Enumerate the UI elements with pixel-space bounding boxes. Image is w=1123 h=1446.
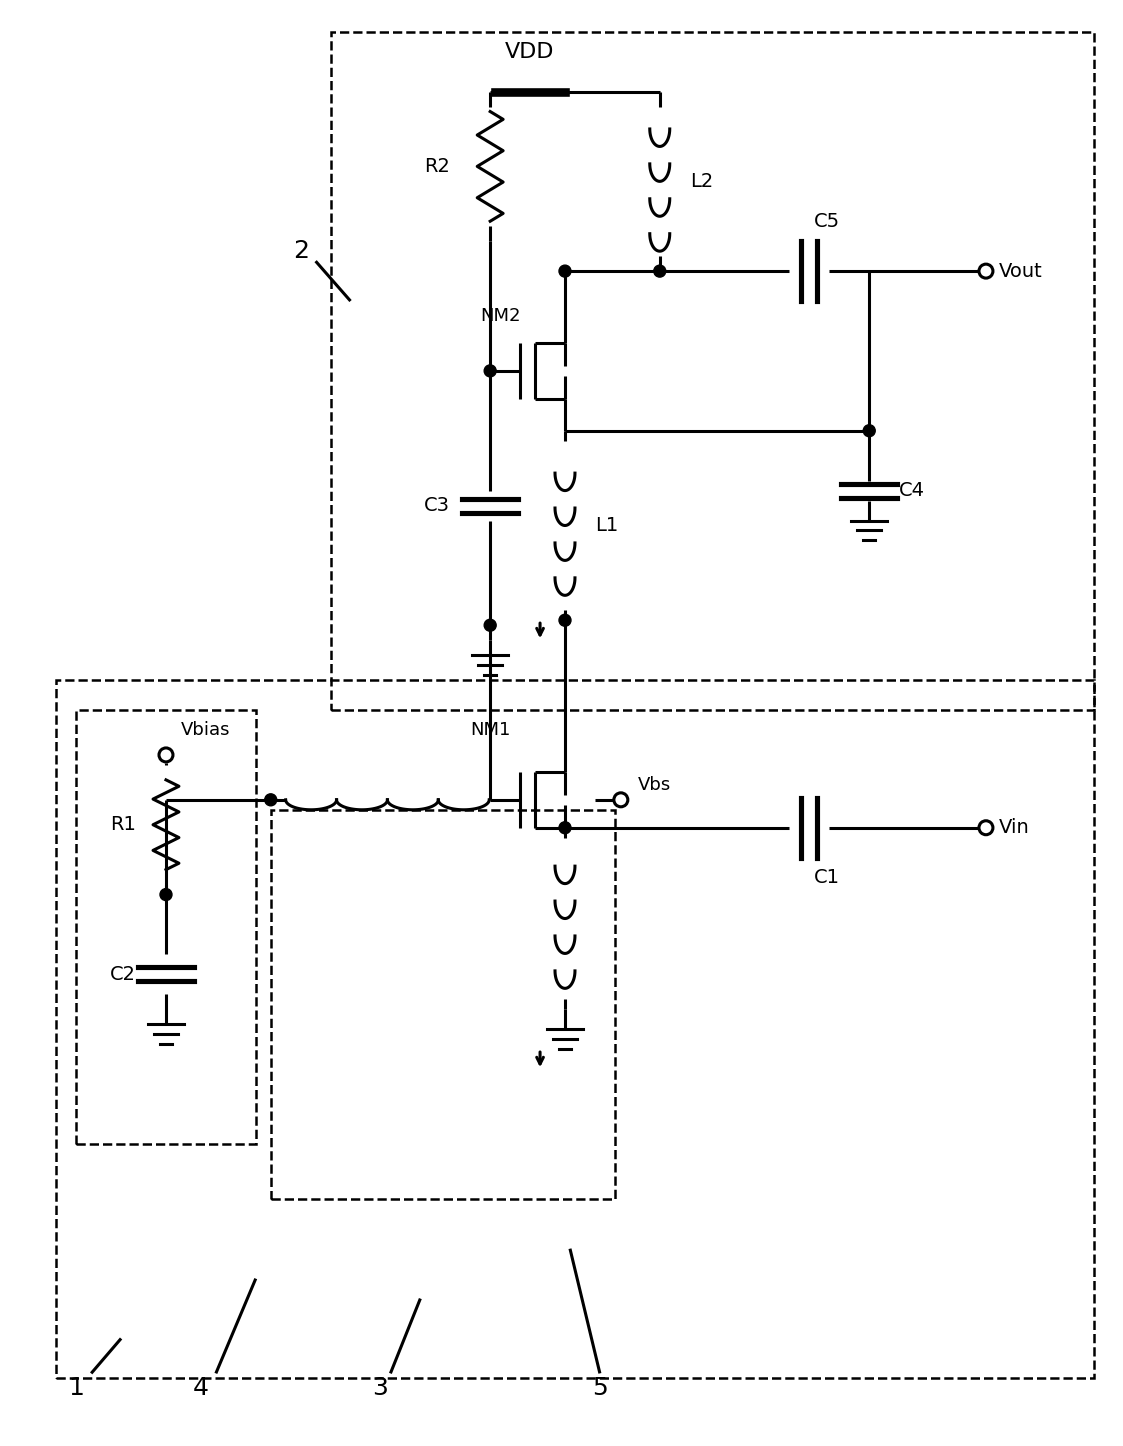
Text: L1: L1 xyxy=(595,516,618,535)
Text: 5: 5 xyxy=(592,1377,608,1400)
Circle shape xyxy=(484,364,496,377)
Text: C3: C3 xyxy=(424,496,450,515)
Text: 3: 3 xyxy=(373,1377,389,1400)
Text: C2: C2 xyxy=(110,964,136,983)
Bar xyxy=(56,680,1094,1378)
Circle shape xyxy=(654,265,666,278)
Circle shape xyxy=(864,425,875,437)
Text: NM1: NM1 xyxy=(471,722,510,739)
Text: 4: 4 xyxy=(193,1377,209,1400)
Text: L2: L2 xyxy=(690,172,713,191)
Text: C4: C4 xyxy=(900,482,925,500)
Text: Vbs: Vbs xyxy=(638,777,672,794)
Bar xyxy=(271,810,615,1199)
Text: Vout: Vout xyxy=(999,262,1042,281)
Text: Vin: Vin xyxy=(999,818,1030,837)
Circle shape xyxy=(559,615,570,626)
Text: R1: R1 xyxy=(110,816,136,834)
Text: R2: R2 xyxy=(424,156,450,176)
Text: Vbias: Vbias xyxy=(181,722,230,739)
Bar xyxy=(330,32,1094,710)
Text: 2: 2 xyxy=(293,239,309,263)
Text: VDD: VDD xyxy=(505,42,555,62)
Text: C5: C5 xyxy=(814,211,840,231)
Circle shape xyxy=(265,794,276,805)
Circle shape xyxy=(559,821,570,834)
Bar xyxy=(76,710,256,1144)
Text: 1: 1 xyxy=(69,1377,84,1400)
Text: C1: C1 xyxy=(814,868,840,886)
Circle shape xyxy=(159,889,172,901)
Text: NM2: NM2 xyxy=(481,307,521,325)
Circle shape xyxy=(559,265,570,278)
Circle shape xyxy=(484,619,496,632)
